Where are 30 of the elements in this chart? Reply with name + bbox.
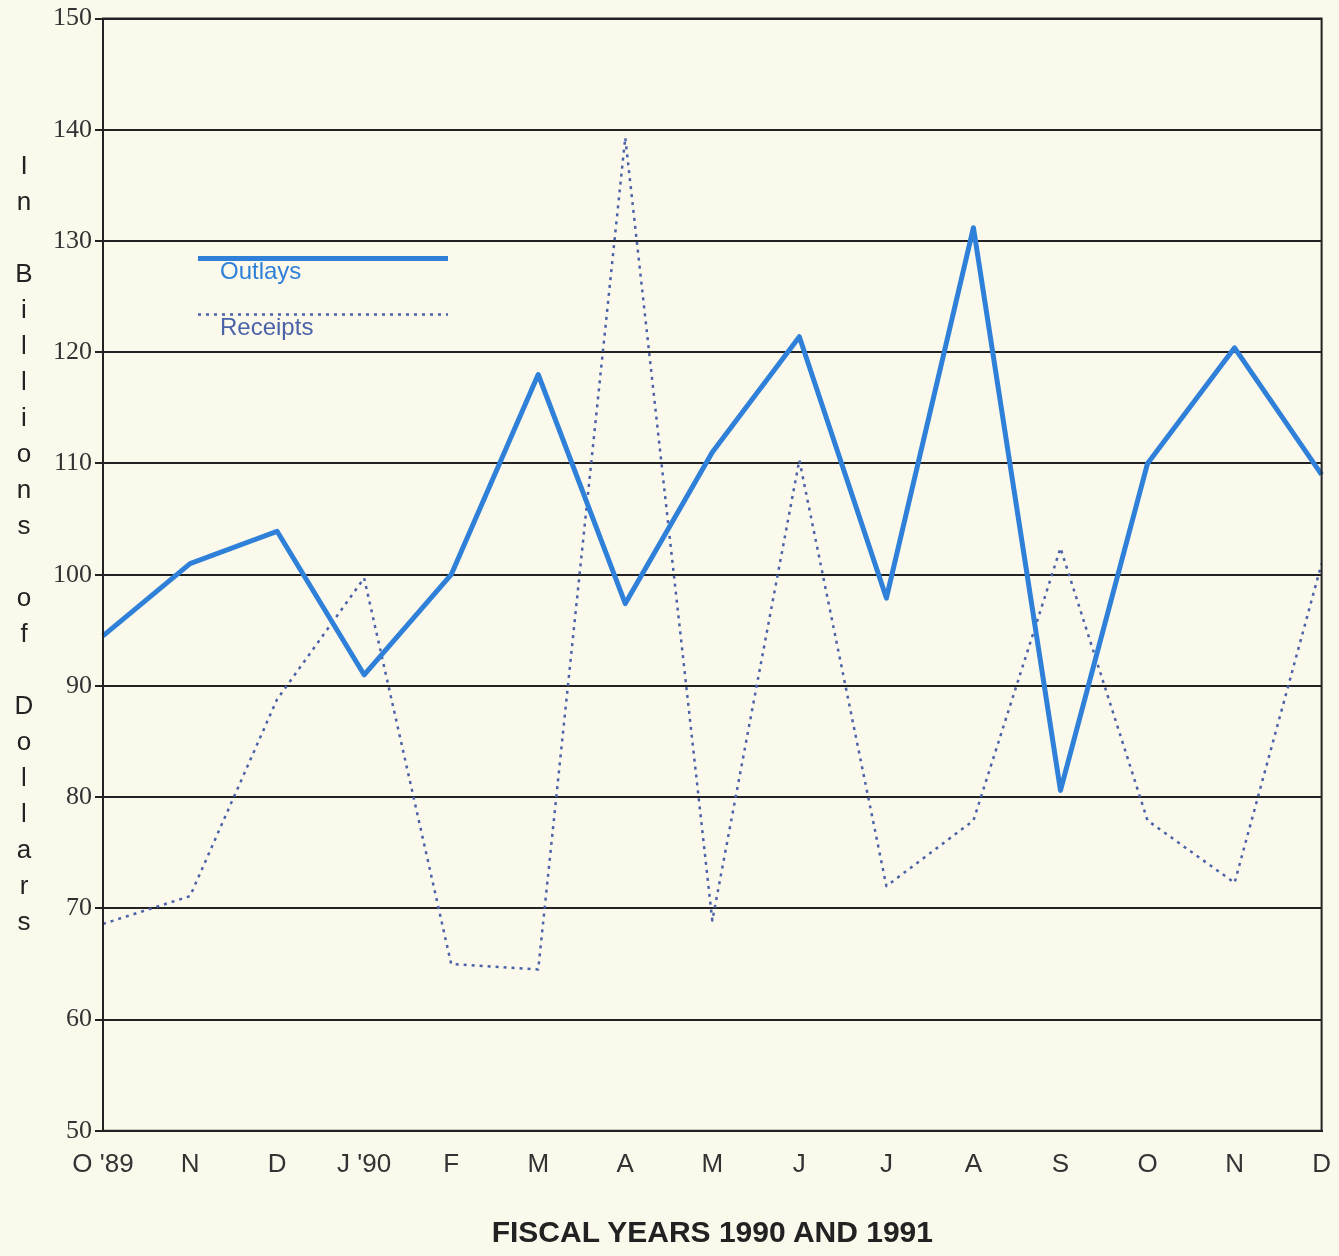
y-tick-label: 140 [53,113,92,143]
x-tick-label: S [1051,1147,1070,1178]
x-tick-label: O [1137,1147,1158,1178]
x-tick-label: A [964,1147,983,1178]
x-tick-label: M [701,1147,724,1178]
y-tick-label: 130 [53,224,92,254]
x-tick-label: D [1312,1147,1331,1178]
x-tick-label: J [879,1147,893,1178]
y-tick-label: 110 [53,447,92,477]
y-tick-label: 50 [66,1114,92,1144]
x-tick-label: M [527,1147,550,1178]
y-axis-title: In Billions of Dollars [8,150,39,942]
x-tick-label: O '89 [72,1147,134,1178]
x-tick-label: J [792,1147,806,1178]
x-tick-label: N [1225,1147,1244,1178]
y-tick-label: 60 [66,1003,92,1033]
x-tick-label: A [616,1147,635,1178]
y-tick-label: 80 [66,780,92,810]
y-tick-label: 100 [53,558,92,588]
x-tick-label: D [267,1147,287,1178]
x-tick-label: F [443,1147,460,1178]
text: Receipts [220,313,314,341]
y-tick-label: 70 [66,892,92,922]
x-tick-label: N [180,1147,200,1178]
y-tick-label: 90 [66,669,92,699]
x-tick-label: J '90 [337,1147,392,1178]
x-axis-title: FISCAL YEARS 1990 AND 1991 [491,1215,933,1249]
y-tick-label: 120 [53,336,92,366]
text: Outlays [220,257,302,285]
y-tick-label: 150 [53,2,92,32]
